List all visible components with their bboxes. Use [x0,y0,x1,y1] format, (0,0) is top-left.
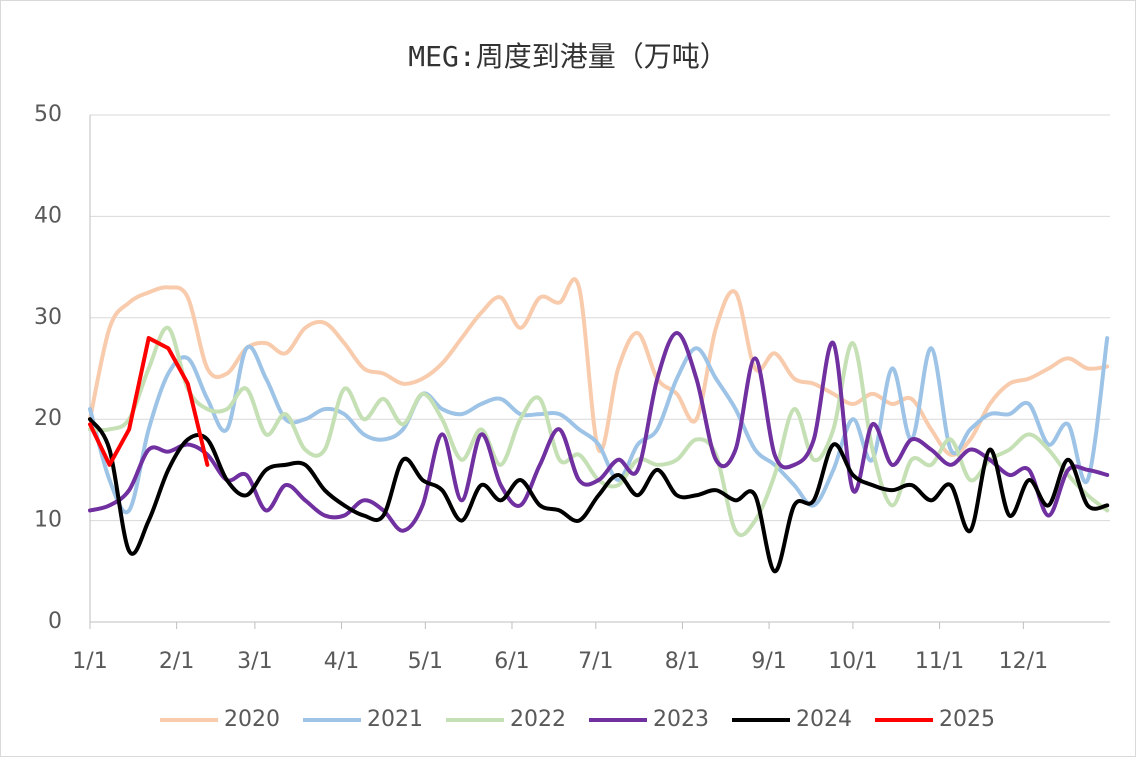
x-tick-label: 8/1 [665,649,700,674]
chart-title: MEG:周度到港量（万吨） [408,40,727,73]
y-tick-label: 50 [34,102,62,127]
series-line [88,325,1110,538]
series-line [88,417,1110,574]
y-tick-label: 10 [34,508,62,533]
legend-label: 2024 [796,707,852,732]
legend-label: 2021 [367,707,423,732]
x-tick-label: 11/1 [915,649,964,674]
legend-label: 2020 [224,707,280,732]
x-tick-label: 9/1 [751,649,786,674]
x-tick-label: 10/1 [828,649,877,674]
legend-label: 2022 [510,707,566,732]
x-tick-label: 6/1 [494,649,529,674]
x-tick-label: 4/1 [324,649,359,674]
y-tick-label: 0 [48,609,62,634]
y-tick-label: 20 [34,406,62,431]
x-tick-label: 12/1 [999,649,1048,674]
x-tick-label: 7/1 [578,649,613,674]
legend-label: 2025 [939,707,995,732]
x-tick-label: 1/1 [72,649,107,674]
y-tick-label: 40 [34,203,62,228]
legend-label: 2023 [653,707,709,732]
series-line [88,336,1110,515]
series-line [88,331,1110,533]
x-tick-label: 3/1 [237,649,272,674]
x-tick-label: 2/1 [159,649,194,674]
series-line [88,277,1110,457]
series-line [88,336,210,467]
x-tick-label: 5/1 [408,649,443,674]
y-tick-label: 30 [34,305,62,330]
